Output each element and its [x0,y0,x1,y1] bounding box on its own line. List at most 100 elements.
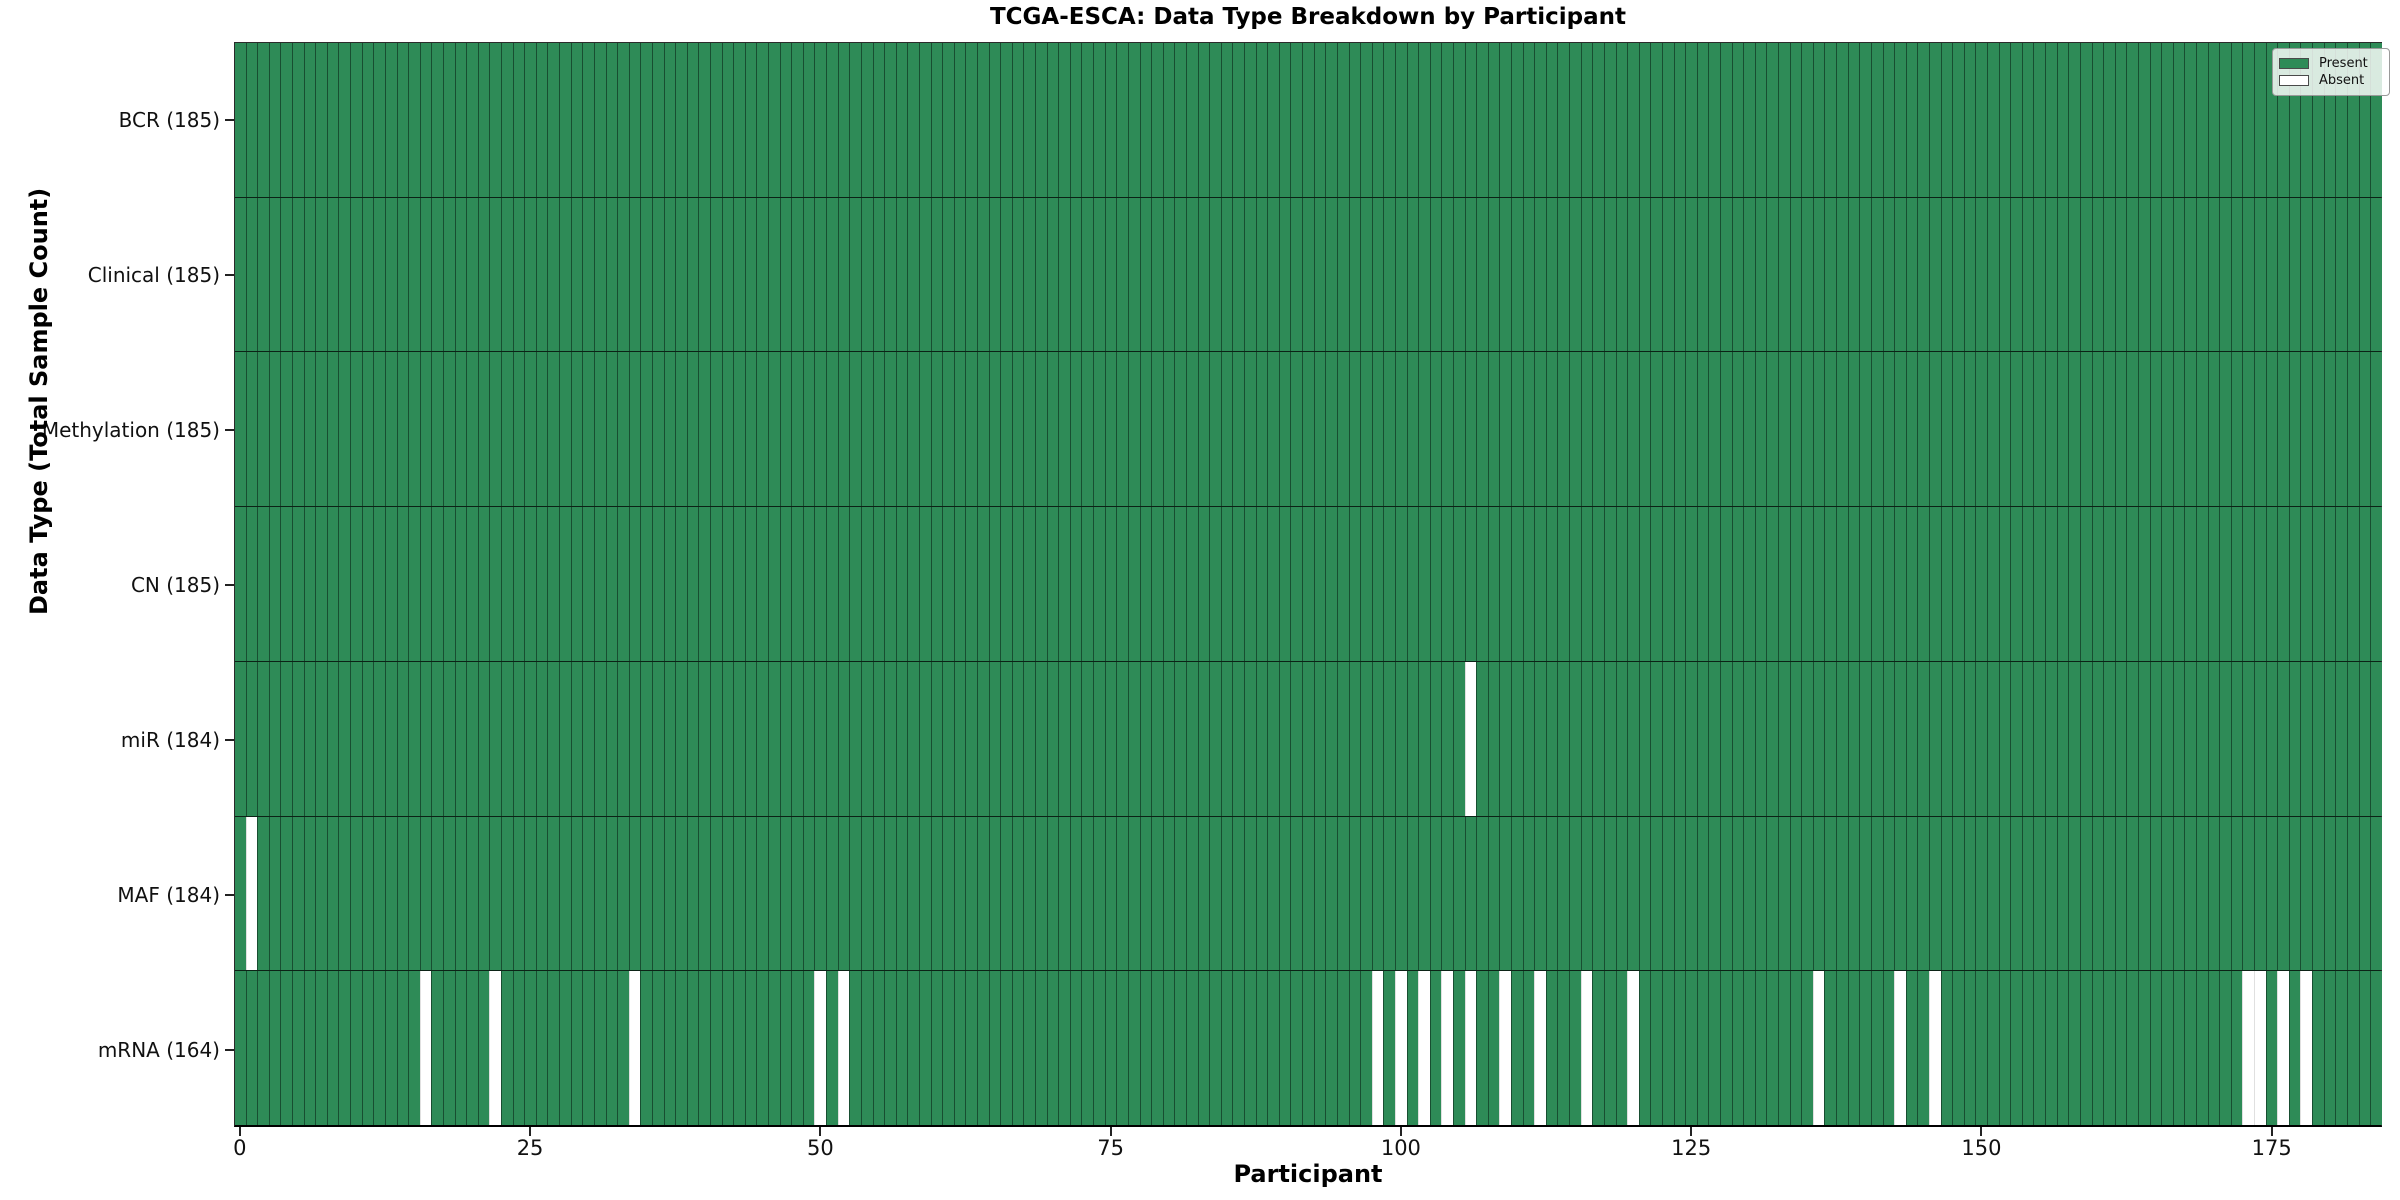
matrix-cell-present [350,661,362,816]
matrix-cell-present [1812,43,1825,197]
matrix-cell-present [860,43,873,197]
matrix-cell-present [663,43,676,197]
matrix-cell-present [1569,43,1581,197]
matrix-cell-present [257,507,269,661]
matrix-cell-present [651,661,664,816]
matrix-cell-present [1046,197,1059,352]
matrix-cell-present [2277,352,2289,507]
matrix-cell-present [2103,197,2115,352]
matrix-cell-present [988,661,1001,816]
matrix-cell-present [733,197,745,352]
matrix-cell-present [965,661,977,816]
matrix-cell-present [1197,816,1210,971]
matrix-cell-present [1998,971,2011,1126]
matrix-cell-present [791,507,803,661]
matrix-cell-present [1255,507,1268,661]
matrix-cell-present [1336,352,1349,507]
matrix-cell-present [1255,43,1268,197]
matrix-cell-present [2312,507,2324,661]
matrix-cell-present [965,352,977,507]
matrix-cell-present [1720,661,1732,816]
matrix-cell-present [907,661,919,816]
matrix-cell-present [1476,661,1488,816]
matrix-cell-present [2277,661,2289,816]
matrix-cell-present [2126,971,2138,1126]
matrix-cell-present [2126,816,2138,971]
matrix-cell-present [338,816,351,971]
matrix-cell-present [1557,816,1570,971]
matrix-cell-present [1685,661,1697,816]
matrix-cell-present [1220,816,1233,971]
matrix-cell-present [918,352,931,507]
matrix-cell-present [384,352,397,507]
matrix-cell-present [1232,507,1245,661]
matrix-cell-present [837,507,850,661]
matrix-cell-present [965,971,977,1126]
matrix-cell-present [1696,661,1709,816]
matrix-cell-present [2288,197,2301,352]
matrix-cell-present [1406,971,1419,1126]
matrix-cell-present [1104,352,1117,507]
matrix-cell-present [1406,43,1419,197]
matrix-cell-present [1441,43,1453,197]
matrix-cell-present [2079,661,2092,816]
matrix-cell-present [2219,43,2231,197]
matrix-cell-present [2056,197,2069,352]
matrix-cell-present [1708,197,1720,352]
matrix-cell-present [1162,197,1175,352]
matrix-cell-present [1278,197,1291,352]
matrix-cell-present [1731,507,1744,661]
matrix-cell-present [1185,971,1198,1126]
matrix-cell-present [640,507,652,661]
matrix-cell-present [814,661,827,816]
x-tick-label-0: 0 [233,1136,247,1160]
matrix-cell-present [582,197,594,352]
matrix-cell-present [1847,43,1860,197]
matrix-cell-present [1081,352,1094,507]
matrix-cell-present [1511,197,1523,352]
matrix-cell-present [2021,507,2034,661]
y-tick-mark [225,893,234,896]
matrix-cell-present [977,352,989,507]
matrix-cell-present [1116,197,1128,352]
matrix-cell-present [1383,43,1395,197]
matrix-cell-present [791,352,803,507]
matrix-cell-present [489,43,502,197]
matrix-cell-present [1882,661,1895,816]
matrix-cell-present [1476,352,1488,507]
matrix-cell-present [2161,197,2173,352]
matrix-cell-present [1476,43,1488,197]
matrix-cell-present [2265,43,2278,197]
matrix-cell-present [1661,43,1674,197]
matrix-cell-present [1534,507,1546,661]
matrix-cell-present [895,816,908,971]
matrix-cell-present [814,507,827,661]
matrix-cell-present [1313,816,1326,971]
matrix-cell-present [1696,197,1709,352]
matrix-cell-present [1708,816,1720,971]
matrix-cell-present [1859,43,1871,197]
matrix-cell-present [1720,43,1732,197]
matrix-cell-present [872,661,885,816]
matrix-cell-present [2056,352,2069,507]
matrix-cell-present [1255,197,1268,352]
matrix-cell-present [350,971,362,1126]
matrix-cell-present [257,197,269,352]
matrix-cell-present [1452,661,1465,816]
matrix-cell-present [663,197,676,352]
matrix-cell-present [1708,971,1720,1126]
matrix-cell-present [547,352,560,507]
matrix-cell-present [802,43,815,197]
matrix-cell-present [1104,197,1117,352]
matrix-cell-present [1801,43,1813,197]
matrix-cell-present [1394,816,1407,971]
matrix-cell-present [1499,197,1512,352]
matrix-cell-present [2103,43,2115,197]
matrix-cell-present [1754,352,1767,507]
matrix-cell-present [1696,352,1709,507]
matrix-cell-present [918,971,931,1126]
matrix-cell-present [1267,661,1279,816]
matrix-cell-present [350,43,362,197]
matrix-cell-present [1522,661,1535,816]
matrix-cell-present [1603,971,1616,1126]
